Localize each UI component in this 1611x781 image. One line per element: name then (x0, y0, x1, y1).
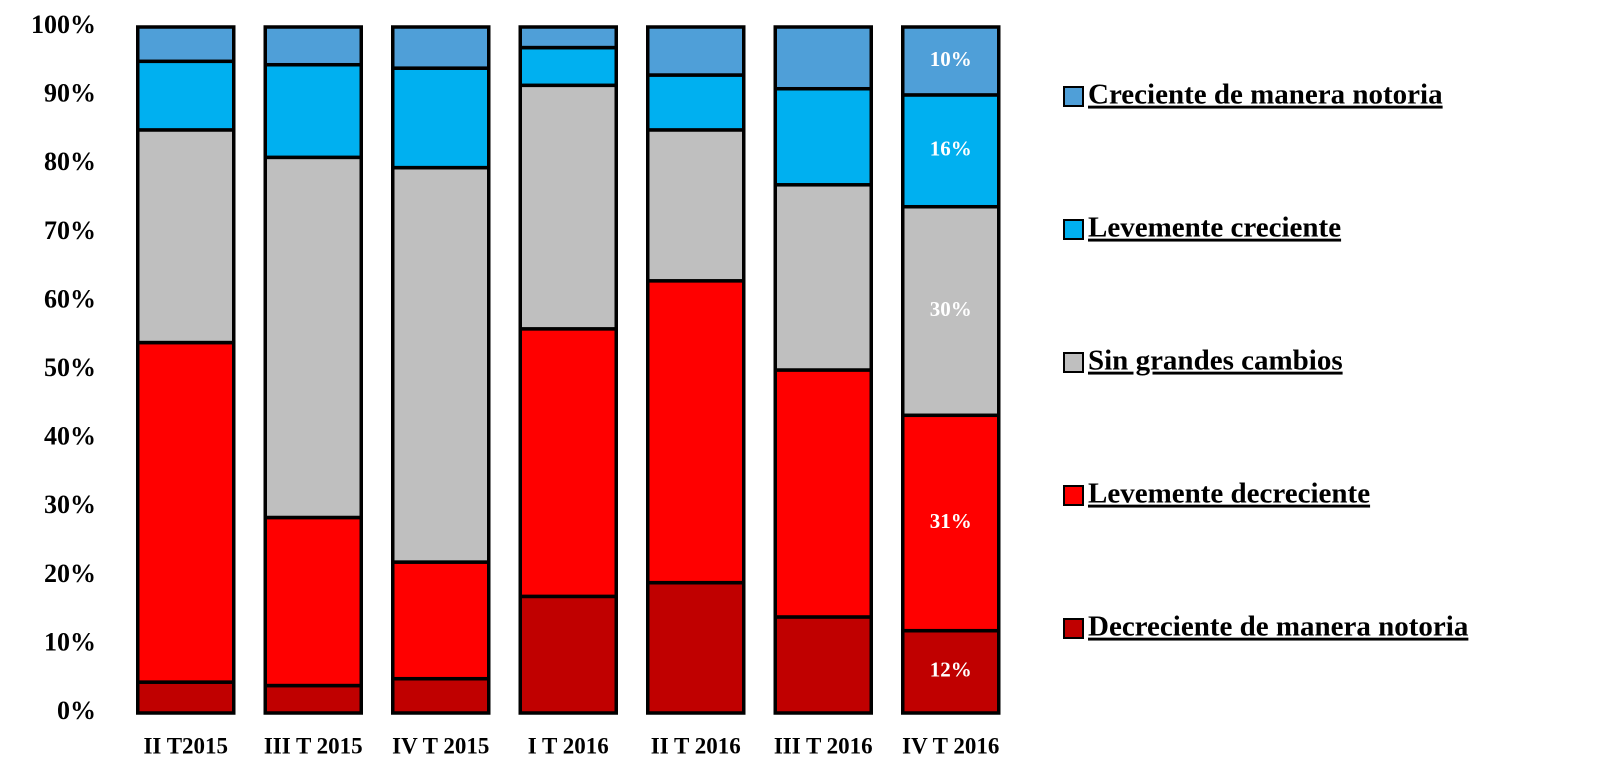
x-tick-label: II T 2016 (651, 733, 741, 758)
bar-segment (901, 628, 1001, 715)
y-tick-label: 70% (44, 216, 96, 245)
bar-segment (901, 25, 1001, 97)
legend-swatch (1063, 485, 1084, 506)
data-label: 10% (930, 47, 972, 71)
x-tick-label: III T 2015 (264, 733, 363, 758)
bar-segment (391, 66, 491, 170)
data-label: 30% (930, 297, 972, 321)
y-tick-label: 60% (44, 284, 96, 313)
y-tick-label: 40% (44, 422, 96, 451)
x-tick-label: I T 2016 (528, 733, 609, 758)
bar-segment (518, 327, 618, 599)
bar-segment (773, 86, 873, 187)
bar-segment (773, 183, 873, 372)
bar-segment (773, 368, 873, 619)
data-label: 31% (930, 509, 972, 533)
bar-segment (518, 83, 618, 331)
bar-segment (263, 62, 363, 160)
bar-segment (518, 594, 618, 715)
legend-label: Creciente de manera notoria (1088, 79, 1443, 111)
y-tick-label: 0% (57, 696, 96, 725)
bar-segment (901, 93, 1001, 209)
bar-segment (646, 73, 746, 132)
bar-segment (646, 25, 746, 77)
y-tick-label: 30% (44, 490, 96, 519)
bar-segment (391, 560, 491, 681)
bar-segment (391, 25, 491, 70)
bar-segment (391, 165, 491, 564)
y-tick-label: 50% (44, 353, 96, 382)
y-tick-label: 90% (44, 79, 96, 108)
bar-segment (646, 279, 746, 585)
bar-segment (518, 45, 618, 88)
bar-segment (391, 676, 491, 715)
bar-segment (773, 25, 873, 91)
data-label: 16% (930, 137, 972, 161)
bar-segment (263, 155, 363, 520)
bar-segment (136, 340, 236, 684)
y-tick-label: 100% (31, 10, 96, 39)
bar-segment (773, 615, 873, 715)
y-tick-label: 10% (44, 627, 96, 656)
bar-segment (263, 515, 363, 688)
x-tick-label: IV T 2016 (902, 733, 999, 758)
x-tick-label: IV T 2015 (392, 733, 489, 758)
bar-segment (901, 413, 1001, 633)
y-tick-label: 20% (44, 559, 96, 588)
x-tick-label: III T 2016 (774, 733, 873, 758)
x-tick-label: II T2015 (143, 733, 228, 758)
legend-label: Levemente creciente (1088, 212, 1341, 244)
legend-swatch (1063, 618, 1084, 639)
legend-label: Decreciente de manera notoria (1088, 611, 1469, 643)
legend-label: Sin grandes cambios (1088, 345, 1343, 377)
bar-segment (136, 25, 236, 64)
bar-segment (136, 59, 236, 132)
bar-segment (136, 128, 236, 345)
bar-segment (646, 128, 746, 283)
bar-segment (263, 683, 363, 715)
data-label: 12% (930, 658, 972, 682)
bar-segment (136, 680, 236, 715)
y-tick-label: 80% (44, 147, 96, 176)
bar-segment (646, 580, 746, 715)
legend-swatch (1063, 219, 1084, 240)
bar-segment (518, 25, 618, 50)
legend-label: Levemente decreciente (1088, 478, 1370, 510)
legend-swatch (1063, 352, 1084, 373)
legend-swatch (1063, 86, 1084, 107)
bar-segment (263, 25, 363, 67)
